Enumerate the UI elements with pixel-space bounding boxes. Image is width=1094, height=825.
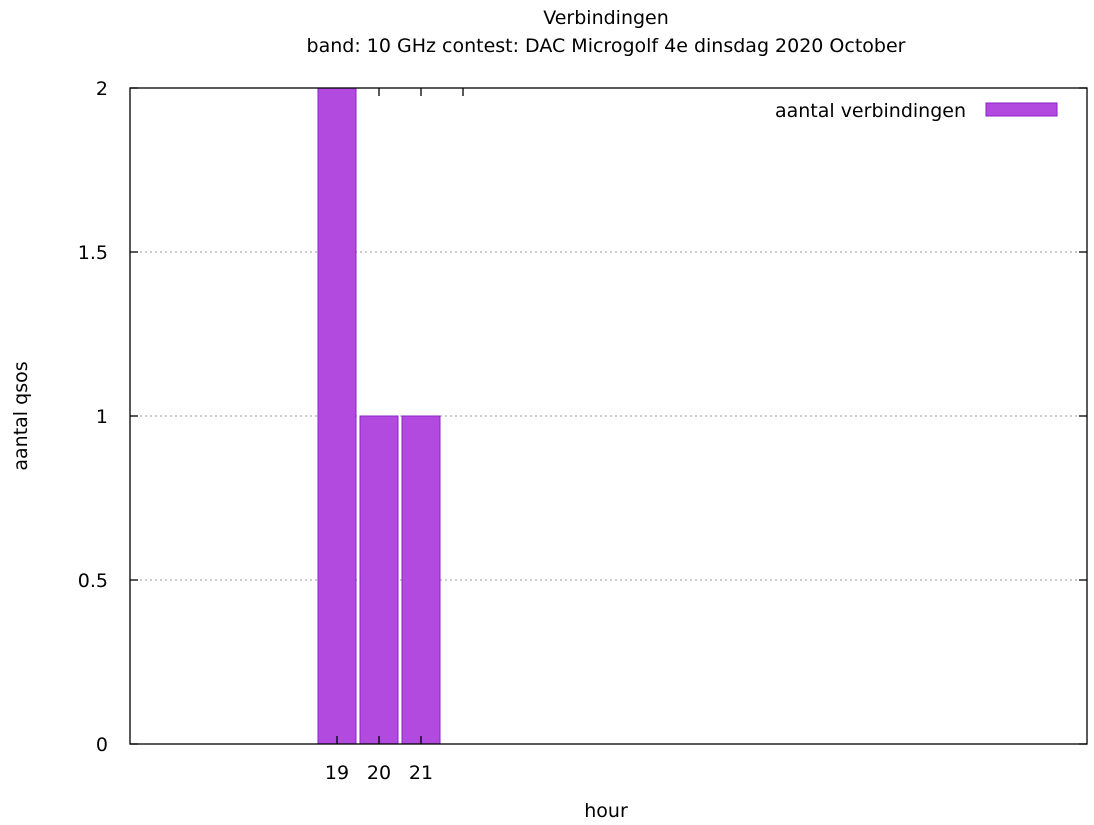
- x-tick-label: 20: [367, 762, 391, 784]
- y-tick-label: 2: [96, 78, 108, 100]
- bar: [359, 415, 399, 745]
- y-axis-ticks: 0 0.5 1 1.5 2: [78, 78, 1087, 756]
- bar: [401, 415, 441, 745]
- x-axis-ticks: 19 20 21: [325, 88, 464, 784]
- legend-label: aantal verbindingen: [775, 100, 966, 122]
- legend: aantal verbindingen: [775, 100, 1058, 122]
- grid-lines: [130, 251, 1087, 581]
- x-tick-label: 21: [409, 762, 433, 784]
- chart-title: Verbindingen: [543, 7, 669, 29]
- x-axis-label: hour: [584, 800, 628, 822]
- y-tick-label: 1.5: [78, 242, 108, 264]
- y-axis-label: aantal qsos: [10, 361, 32, 470]
- x-tick-label: 19: [325, 762, 349, 784]
- y-tick-label: 1: [96, 406, 108, 428]
- y-tick-label: 0: [96, 734, 108, 756]
- y-tick-label: 0.5: [78, 570, 108, 592]
- chart-subtitle: band: 10 GHz contest: DAC Microgolf 4e d…: [307, 35, 906, 57]
- plot-frame: [129, 87, 1088, 745]
- legend-swatch: [985, 102, 1058, 117]
- bar: [317, 87, 357, 745]
- bars-group: [317, 87, 441, 745]
